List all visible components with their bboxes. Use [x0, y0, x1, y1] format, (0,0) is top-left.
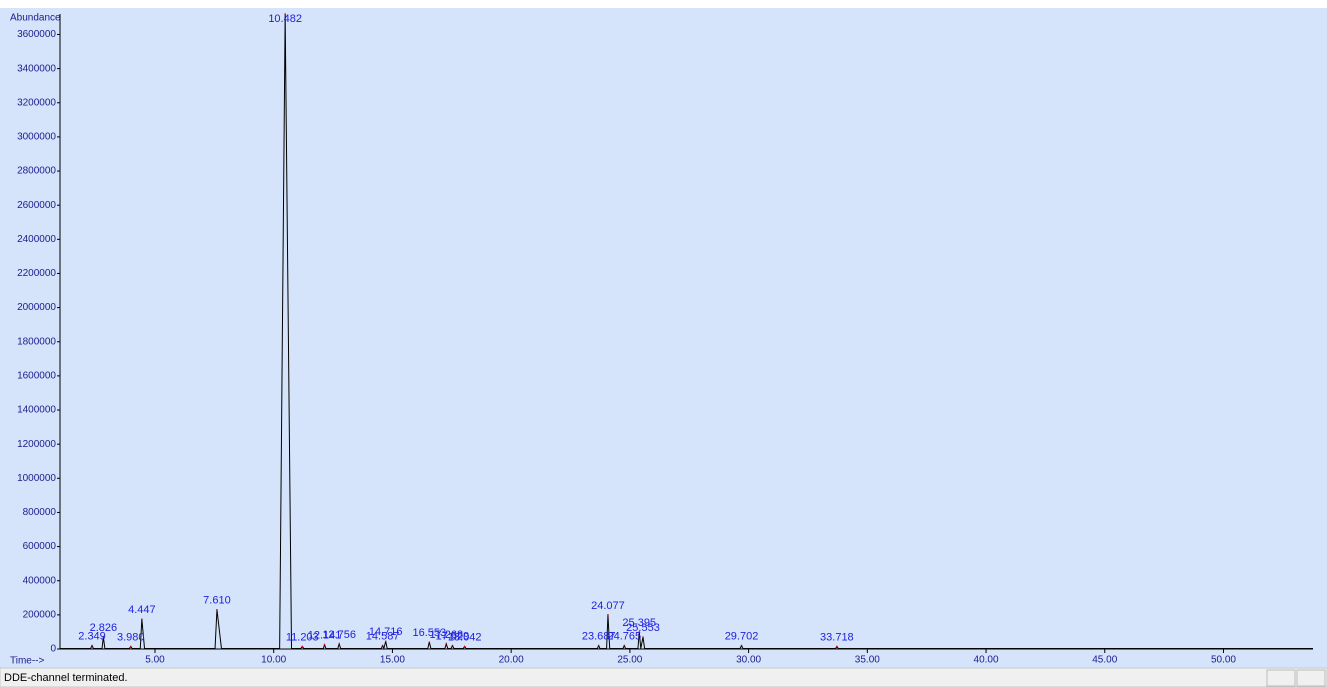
peak-marker [381, 644, 384, 647]
x-tick-label: 50.00 [1211, 655, 1236, 666]
peak-marker [642, 636, 644, 638]
peak-marker [301, 645, 304, 648]
x-tick-label: 35.00 [855, 655, 880, 666]
y-tick-label: 1800000 [17, 336, 56, 347]
y-tick-label: 0 [50, 644, 56, 655]
peak-marker [463, 645, 466, 648]
y-tick-label: 1600000 [17, 371, 56, 382]
y-tick-label: 2200000 [17, 268, 56, 279]
y-tick-label: 200000 [23, 610, 57, 621]
peak-marker [428, 641, 431, 643]
peak-marker [607, 614, 609, 616]
y-tick-label: 1400000 [17, 405, 56, 416]
x-tick-label: 45.00 [1092, 655, 1117, 666]
peak-label: 25.395 [622, 617, 656, 629]
y-tick-label: 2800000 [17, 166, 56, 177]
peak-marker [597, 644, 600, 647]
y-tick-label: 3000000 [17, 132, 56, 143]
y-tick-label: 3600000 [17, 29, 56, 40]
y-tick-label: 400000 [23, 575, 57, 586]
peak-marker [102, 636, 105, 638]
peak-label: 25.553 [626, 622, 660, 634]
y-tick-label: 3400000 [17, 63, 56, 74]
y-tick-label: 2600000 [17, 200, 56, 211]
y-tick-label: 2400000 [17, 234, 56, 245]
peak-label: 16.553 [412, 627, 446, 639]
status-bar [0, 667, 1327, 687]
y-axis-label: Abundance [10, 13, 61, 24]
peak-marker [451, 644, 454, 647]
peak-label: 17.268 [429, 629, 463, 641]
peak-marker [323, 643, 326, 646]
peak-label: 3.980 [117, 631, 145, 643]
peak-label: 17.529 [436, 630, 470, 642]
peak-label: 23.687 [582, 630, 616, 642]
peak-label: 11.203 [286, 631, 319, 643]
peak-label: 33.718 [820, 631, 854, 643]
x-tick-label: 30.00 [736, 655, 761, 666]
peak-marker [740, 644, 743, 647]
x-tick-label: 10.00 [261, 655, 286, 666]
chromatogram-trace [60, 13, 1313, 651]
peak-label: 2.826 [90, 622, 118, 634]
peak-label: 12.141 [308, 630, 342, 642]
peak-label: 29.702 [725, 630, 759, 642]
peak-marker [338, 643, 340, 645]
status-panel [1296, 669, 1326, 687]
peak-marker [638, 631, 641, 633]
x-tick-label: 15.00 [380, 655, 405, 666]
y-tick-label: 1000000 [17, 473, 56, 484]
peak-label: 2.349 [78, 630, 106, 642]
status-panel [1266, 669, 1296, 687]
y-tick-label: 1200000 [17, 439, 56, 450]
y-tick-label: 800000 [23, 507, 57, 518]
peak-label: 10.482 [268, 13, 302, 25]
y-tick-label: 3200000 [17, 97, 56, 108]
x-tick-label: 40.00 [974, 655, 999, 666]
y-tick-label: 600000 [23, 541, 57, 552]
peak-marker [284, 13, 286, 15]
peak-marker [623, 644, 626, 647]
peak-label: 4.447 [128, 604, 156, 616]
peak-marker [216, 608, 218, 611]
peak-marker [445, 643, 448, 645]
plot-background [0, 8, 1327, 668]
peak-label: 7.610 [203, 595, 231, 607]
peak-marker [384, 640, 387, 643]
x-tick-label: 25.00 [617, 655, 642, 666]
peak-label: 14.587 [366, 630, 400, 642]
status-text: DDE-channel terminated. [4, 672, 128, 684]
peak-label: 24.077 [591, 600, 625, 612]
y-tick-label: 2000000 [17, 302, 56, 313]
peak-marker [836, 645, 838, 648]
peak-label: 18.042 [448, 631, 482, 643]
x-tick-label: 5.00 [145, 655, 165, 666]
peak-label: 24.765 [607, 630, 641, 642]
x-axis-label: Time--> [10, 656, 45, 667]
peak-marker [141, 618, 143, 620]
peak-label: 12.756 [322, 629, 356, 641]
peak-label: 14.716 [369, 626, 403, 638]
peak-marker [91, 644, 93, 647]
x-tick-label: 20.00 [499, 655, 524, 666]
peak-marker [129, 645, 132, 648]
